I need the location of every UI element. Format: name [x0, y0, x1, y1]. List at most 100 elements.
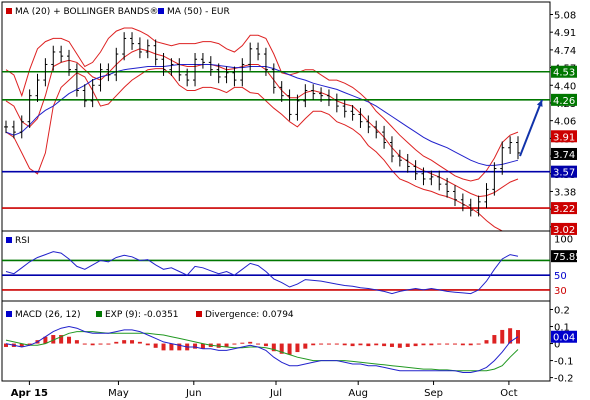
x-axis-tick-label: Oct	[500, 388, 517, 399]
price-axis-tick-label: 4.91	[554, 28, 576, 39]
divergence-bar	[445, 343, 450, 345]
divergence-bar	[287, 343, 292, 355]
divergence-bar	[114, 341, 119, 344]
divergence-bar	[51, 335, 56, 344]
price-level-label-text: 4.26	[553, 96, 575, 107]
divergence-bar	[334, 343, 339, 345]
ma50-line	[5, 64, 519, 166]
divergence-bar	[4, 343, 8, 347]
divergence-bar	[59, 335, 64, 344]
divergence-bar	[74, 340, 79, 344]
macd-axis-tick-label: -0.1	[554, 357, 574, 368]
x-axis-tick-label: Jul	[269, 388, 282, 399]
rsi-value-label-bg	[551, 250, 577, 263]
ma20-line	[5, 48, 519, 198]
price-value-label-text: 3.74	[553, 150, 575, 161]
rsi-legend-label: RSI	[15, 236, 30, 246]
exp-legend-marker	[96, 311, 102, 317]
price-value-label: 3.74	[551, 147, 577, 161]
divergence-legend-marker	[196, 311, 202, 317]
rsi-30-label: 30	[554, 286, 567, 297]
price-level-label: 3.22	[551, 202, 577, 215]
divergence-bar	[468, 343, 473, 346]
x-axis-tick-label: May	[108, 388, 129, 399]
forecast-arrow-shaft	[519, 99, 543, 157]
divergence-bar	[429, 343, 434, 346]
price-level-label-bg	[551, 65, 577, 78]
x-axis-tick-label: Sep	[424, 388, 443, 399]
divergence-bar	[263, 343, 268, 347]
divergence-bar	[90, 343, 95, 346]
macd-axis-tick-label: -0.2	[554, 374, 574, 385]
macd-panel: 0.2 0.1 0 -0.1 -0.2 0.04 MACD (26, 12) EXP (9…	[1, 300, 577, 385]
rsi-legend: RSI	[6, 236, 30, 246]
divergence-bar	[476, 343, 481, 345]
divergence-bar	[492, 335, 497, 344]
divergence-bar	[413, 343, 418, 347]
divergence-bar	[271, 343, 276, 352]
macd-value-label: 0.04	[551, 330, 577, 344]
rsi-legend-marker	[6, 237, 12, 243]
divergence-bar	[437, 343, 442, 345]
macd-legend: MACD (26, 12) EXP (9): -0.0351 Divergenc…	[6, 310, 294, 320]
divergence-bar	[137, 341, 142, 344]
divergence-bar	[460, 343, 465, 346]
divergence-bar	[161, 343, 166, 351]
price-legend: MA (20) + BOLLINGER BANDS® MA (50) - EUR	[6, 7, 230, 17]
rsi-series-line	[5, 251, 519, 295]
divergence-bar	[232, 343, 237, 345]
x-axis-tick-label: Apr 15	[11, 388, 48, 399]
divergence-legend-label: Divergence: 0.0794	[205, 310, 294, 320]
divergence-bar	[311, 343, 316, 346]
divergence-bar	[326, 343, 331, 345]
divergence-bar	[358, 343, 363, 346]
bollinger-upper-line	[5, 27, 519, 182]
price-axis-tick-label: 5.08	[554, 10, 576, 21]
divergence-bar	[256, 343, 261, 345]
divergence-bar	[224, 343, 229, 347]
divergence-bar	[405, 343, 410, 347]
divergence-bar	[279, 343, 284, 354]
divergence-bar	[169, 343, 174, 351]
ma50-legend-label: MA (50) - EUR	[167, 7, 230, 17]
forecast-arrow	[519, 99, 543, 157]
divergence-bar	[248, 341, 253, 344]
divergence-bar	[153, 343, 158, 348]
divergence-bar	[122, 340, 127, 344]
divergence-bar	[27, 343, 32, 345]
price-level-label-text: 3.57	[553, 168, 575, 179]
price-axis-tick-label: 4.06	[554, 117, 576, 128]
price-value-label-text: 3.91	[553, 132, 575, 143]
price-panel-frame	[1, 1, 551, 232]
rsi-axis-tick-label: 100	[554, 234, 573, 245]
divergence-bar	[145, 343, 150, 346]
divergence-bar	[43, 336, 48, 344]
price-axis-tick-label: 4.74	[554, 46, 576, 57]
divergence-bar	[106, 343, 111, 345]
divergence-bar	[484, 340, 489, 344]
divergence-bar	[350, 343, 355, 347]
bollinger-lower-line	[5, 68, 519, 234]
price-axis-tick-label: 4.40	[554, 81, 576, 92]
price-value-label-text: 3.02	[553, 225, 575, 236]
macd-lines	[5, 325, 519, 373]
x-axis: Apr 15 May Jun Jul Aug Sep Oct	[11, 381, 518, 399]
divergence-bar	[389, 343, 394, 347]
divergence-bar	[397, 343, 402, 348]
macd-value-label-bg	[551, 330, 577, 343]
macd-legend-marker	[6, 311, 12, 317]
divergence-bar	[240, 342, 245, 344]
ma20-legend-label: MA (20) + BOLLINGER BANDS®	[15, 7, 159, 17]
price-value-label-bg	[551, 147, 577, 160]
price-value-label: 3.02	[551, 222, 577, 236]
ma50-legend-marker	[158, 8, 164, 14]
price-level-label: 4.26	[551, 93, 577, 107]
macd-series-line	[5, 325, 519, 373]
macd-axis-tick-label: 0.2	[554, 306, 570, 317]
price-axis: 5.084.914.744.574.404.234.063.893.723.55…	[550, 10, 577, 236]
divergence-bar	[374, 343, 379, 346]
divergence-bar	[130, 340, 135, 344]
rsi-axis: 100 75.85 50 30	[551, 234, 582, 297]
